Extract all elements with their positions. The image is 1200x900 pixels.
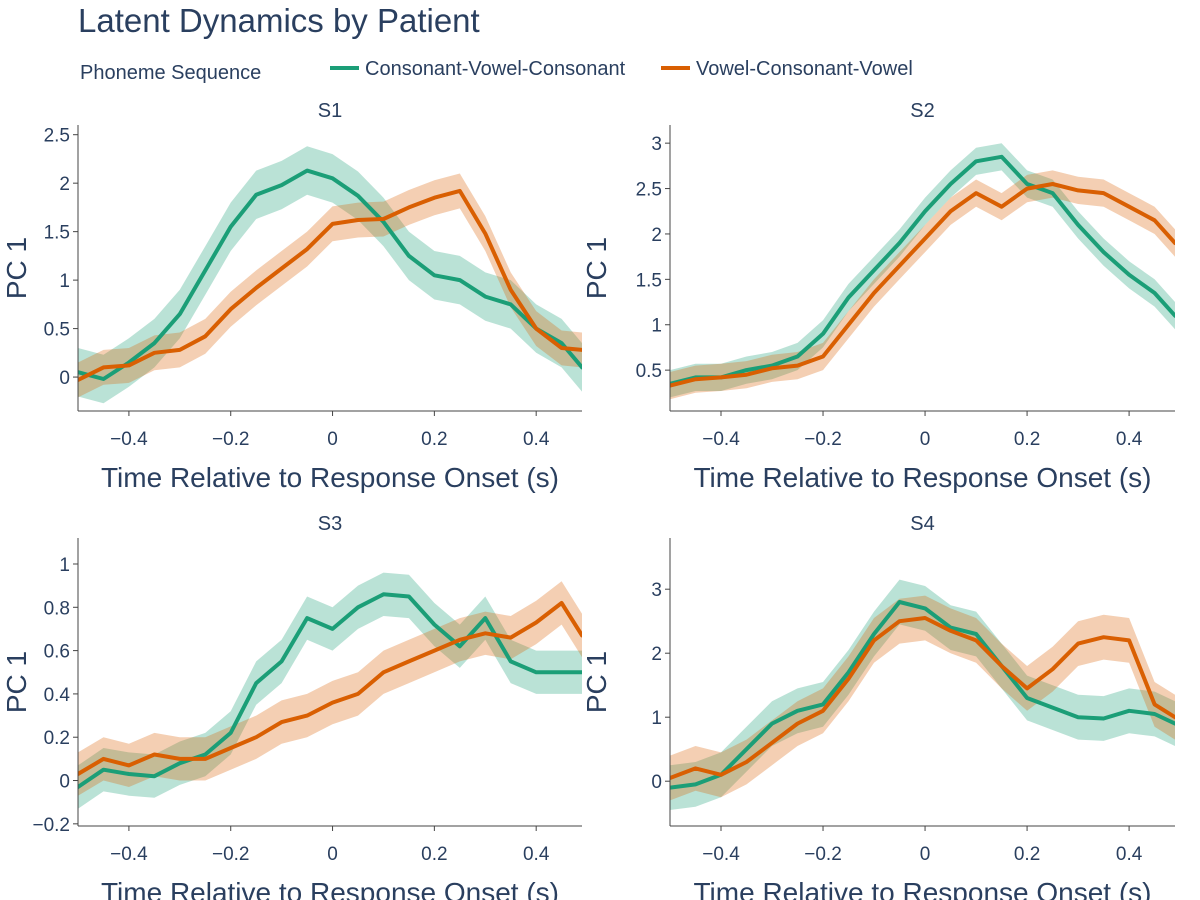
confidence-band-cvc — [78, 572, 582, 809]
legend-label-cvc: Consonant-Vowel-Consonant — [365, 58, 626, 80]
y-tick-label: 1.5 — [44, 223, 70, 244]
y-tick-label: 2 — [651, 644, 662, 665]
y-axis-title: PC 1 — [581, 237, 612, 299]
subplot-title: S4 — [910, 513, 934, 535]
legend: Phoneme Sequence Consonant-Vowel-Consona… — [80, 58, 913, 84]
confidence-band-cvc — [670, 143, 1175, 398]
x-axis-title: Time Relative to Response Onset (s) — [101, 877, 559, 900]
legend-title: Phoneme Sequence — [80, 62, 261, 84]
plot-area — [670, 579, 1175, 810]
legend-label-vcv: Vowel-Consonant-Vowel — [696, 58, 913, 80]
x-tick-label: −0.2 — [804, 844, 842, 865]
series-line-cvc — [670, 600, 1175, 790]
y-axis-title: PC 1 — [1, 237, 32, 299]
series-line-vcv — [670, 182, 1175, 388]
y-tick-label: 0 — [59, 368, 70, 389]
y-tick-label: 1 — [651, 708, 662, 729]
x-tick-label: 0.2 — [421, 429, 447, 450]
subplot-title: S1 — [318, 100, 342, 122]
x-tick-label: −0.2 — [212, 429, 250, 450]
y-tick-label: 2.5 — [44, 126, 70, 147]
x-tick-label: 0 — [920, 844, 931, 865]
x-axis-title: Time Relative to Response Onset (s) — [693, 877, 1151, 900]
y-tick-label: 0.2 — [44, 728, 70, 749]
series-line-cvc — [78, 592, 582, 789]
y-tick-label: 0.8 — [44, 598, 70, 619]
x-tick-label: 0 — [327, 844, 338, 865]
x-axis-title: Time Relative to Response Onset (s) — [693, 462, 1151, 493]
y-axis-title: PC 1 — [1, 651, 32, 713]
x-tick-label: 0.4 — [1116, 429, 1143, 450]
x-tick-label: −0.4 — [702, 429, 740, 450]
confidence-band-cvc — [670, 579, 1175, 810]
x-axis-title: Time Relative to Response Onset (s) — [101, 462, 559, 493]
subplot-title: S3 — [318, 513, 342, 535]
series-line-vcv — [78, 601, 582, 776]
y-tick-label: 1 — [651, 316, 662, 337]
y-tick-label: 1.5 — [636, 270, 662, 291]
confidence-band-cvc — [78, 146, 582, 404]
subplot-title: S2 — [910, 100, 934, 122]
x-tick-label: 0.2 — [421, 844, 447, 865]
plot-area — [670, 143, 1175, 400]
chart-title: Latent Dynamics by Patient — [78, 2, 480, 39]
series-line-cvc — [670, 154, 1175, 386]
y-axis-title: PC 1 — [581, 651, 612, 713]
y-tick-label: 2 — [651, 225, 662, 246]
confidence-band-vcv — [78, 173, 582, 398]
y-tick-label: 0.6 — [44, 642, 70, 663]
x-tick-label: 0.4 — [523, 429, 550, 450]
x-tick-label: −0.4 — [110, 844, 148, 865]
x-tick-label: −0.2 — [804, 429, 842, 450]
series-line-vcv — [78, 188, 582, 382]
x-tick-label: 0 — [920, 429, 931, 450]
y-tick-label: 2.5 — [636, 180, 662, 201]
series-line-cvc — [78, 168, 582, 381]
x-tick-label: 0.4 — [523, 844, 550, 865]
x-tick-label: 0 — [327, 429, 338, 450]
y-tick-label: 3 — [651, 580, 662, 601]
x-tick-label: −0.4 — [702, 844, 740, 865]
panel-s1: S1 −0.4 −0.2 0 0.2 0.4 0 0.5 1 1.5 2 2.5 Time Relati… — [1, 100, 582, 493]
y-tick-label: −0.2 — [32, 815, 70, 836]
x-tick-label: −0.2 — [212, 844, 250, 865]
y-tick-label: 0.5 — [44, 320, 70, 341]
y-tick-label: 3 — [651, 134, 662, 155]
y-tick-label: 2 — [59, 174, 70, 195]
x-tick-label: −0.4 — [110, 429, 148, 450]
y-tick-label: 1 — [59, 271, 70, 292]
y-tick-label: 0.4 — [44, 685, 71, 706]
y-tick-label: 1 — [59, 555, 70, 576]
panel-s2: S2 −0.4 −0.2 0 0.2 0.4 0.5 1 1.5 2 2.5 3 Time Relati… — [581, 100, 1175, 493]
panel-s3: S3 −0.4 −0.2 0 0.2 0.4 −0.2 0 0.2 0.4 0.6 0.8 1 Time … — [1, 513, 582, 900]
x-tick-label: 0.2 — [1014, 429, 1040, 450]
plot-area — [78, 146, 582, 404]
series-line-vcv — [670, 616, 1175, 780]
x-tick-label: 0.2 — [1014, 844, 1040, 865]
confidence-band-vcv — [78, 581, 582, 796]
panel-s4: S4 −0.4 −0.2 0 0.2 0.4 0 1 2 3 Time Relative to Re… — [581, 513, 1175, 900]
y-tick-label: 0.5 — [636, 361, 662, 382]
plot-area — [78, 572, 582, 809]
x-tick-label: 0.4 — [1116, 844, 1143, 865]
y-tick-label: 0 — [651, 772, 662, 793]
confidence-band-vcv — [670, 595, 1175, 801]
y-tick-label: 0 — [59, 772, 70, 793]
